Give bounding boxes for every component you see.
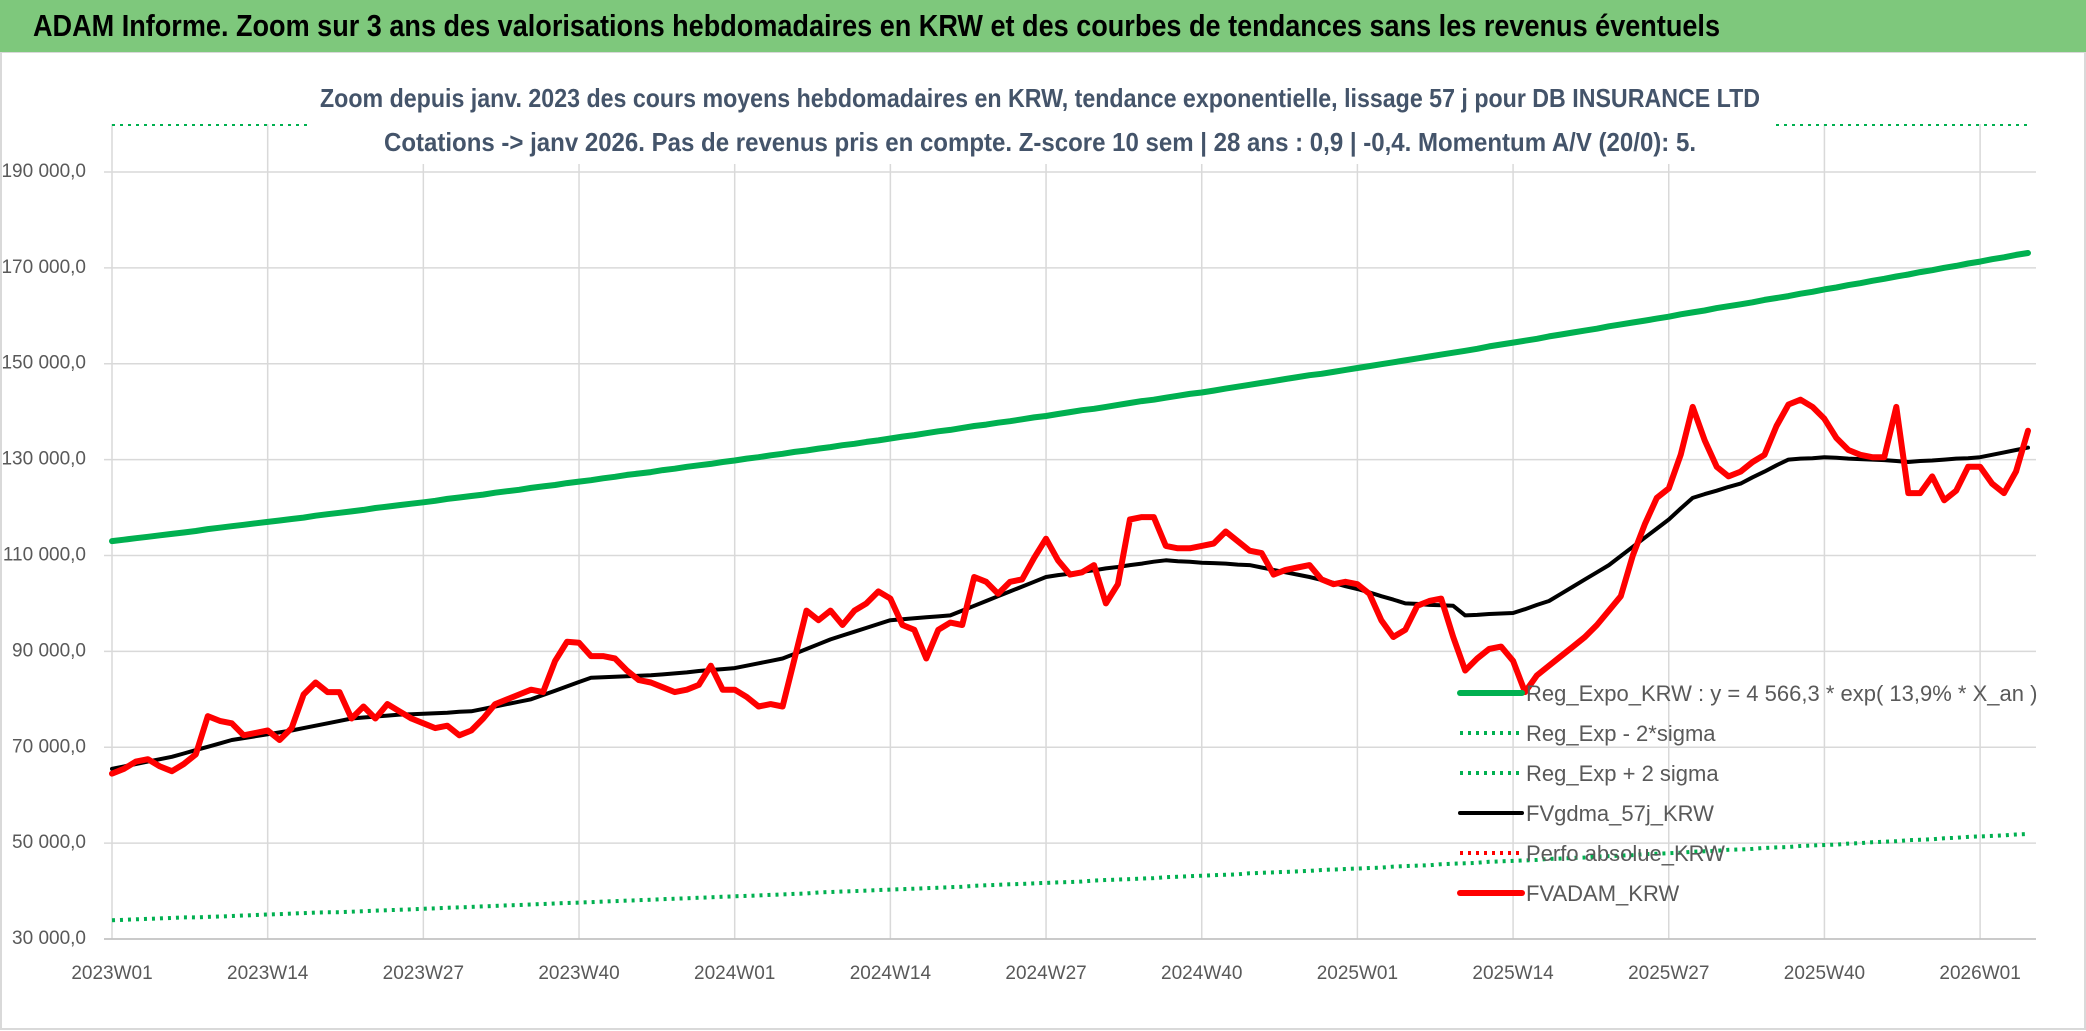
x-tick-label: 2025W14 [1472,963,1554,984]
legend-label: Reg_Exp + 2 sigma [1526,761,1719,786]
x-tick-label: 2024W40 [1161,963,1242,984]
x-tick-label: 2024W14 [850,963,932,984]
y-tick-label: 50 000,0 [12,832,86,853]
y-tick-label: 70 000,0 [12,736,86,757]
x-tick-label: 2023W14 [227,963,309,984]
legend-label: Perfo absolue_KRW [1526,841,1725,866]
x-tick-label: 2025W01 [1317,963,1398,984]
y-tick-label: 110 000,0 [3,544,86,565]
y-tick-label: 30 000,0 [12,928,86,949]
series-line [109,396,2031,777]
legend-label: FVADAM_KRW [1526,881,1679,906]
legend-label: Reg_Expo_KRW : y = 4 566,3 * exp( 13,9% … [1526,681,2037,706]
subtitle-line: Zoom depuis janv. 2023 des cours moyens … [320,83,1760,113]
x-tick-label: 2023W27 [383,963,464,984]
subtitle-box [312,80,1774,164]
chart-title: ADAM Informe. Zoom sur 3 ans des valoris… [33,8,1720,43]
x-tick-label: 2026W01 [1939,963,2020,984]
legend-label: Reg_Exp - 2*sigma [1526,721,1716,746]
title-bar [0,0,2086,52]
legend-label: FVgdma_57j_KRW [1526,801,1714,826]
x-tick-label: 2024W27 [1005,963,1086,984]
y-tick-label: 150 000,0 [1,353,86,374]
y-tick-label: 170 000,0 [1,257,86,278]
y-tick-label: 130 000,0 [1,449,86,470]
grid: 30 000,0 50 000,0 70 000,0 90 000,0 110 000,… [1,124,2036,984]
y-tick-label: 90 000,0 [12,640,86,661]
x-tick-label: 2024W01 [694,963,775,984]
x-tick-label: 2025W27 [1628,963,1709,984]
x-tick-label: 2023W40 [538,963,619,984]
subtitle-line: Cotations -> janv 2026. Pas de revenus p… [384,127,1696,157]
x-tick-label: 2025W40 [1784,963,1865,984]
series-line [109,250,2031,545]
plot-lines [109,124,2031,923]
y-tick-label: 190 000,0 [1,161,86,182]
x-tick-label: 2023W01 [71,963,152,984]
legend: Reg_Expo_KRW : y = 4 566,3 * exp( 13,9% … [1457,681,2037,906]
